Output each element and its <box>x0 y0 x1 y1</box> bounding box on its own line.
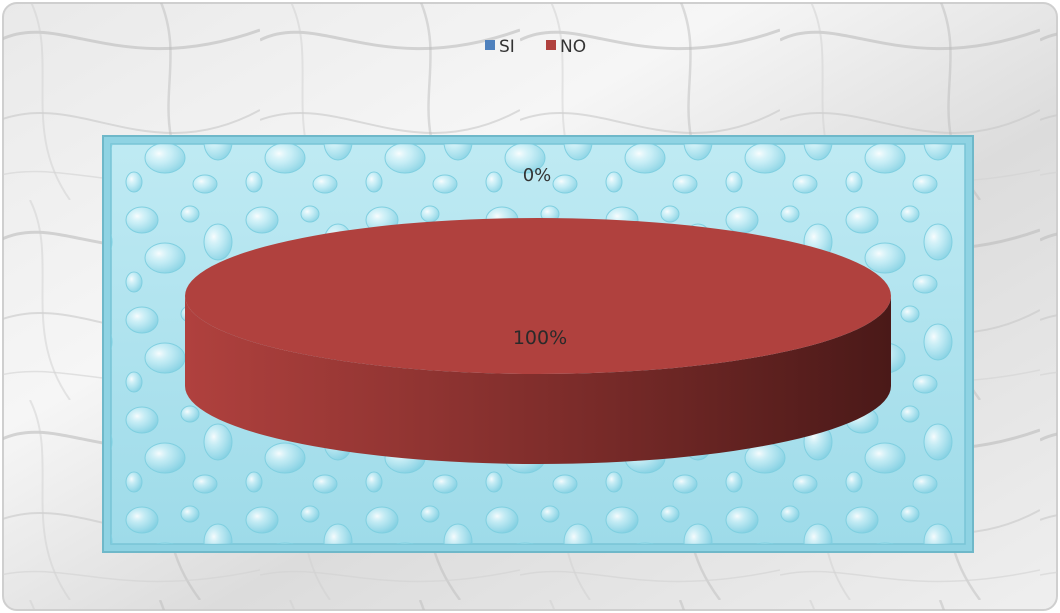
legend-item-si: SI <box>485 37 515 57</box>
legend: SI NO <box>485 37 586 57</box>
pie-slice-no-side <box>185 296 891 464</box>
legend-swatch-si <box>485 40 495 50</box>
data-label-si: 0% <box>523 165 552 186</box>
legend-label-no: NO <box>560 37 586 57</box>
pie-slice-no <box>185 218 891 374</box>
legend-label-si: SI <box>499 37 515 57</box>
data-label-no: 100% <box>513 327 567 349</box>
legend-swatch-no <box>546 40 556 50</box>
legend-item-no: NO <box>546 37 586 57</box>
pie-slices <box>185 218 891 464</box>
